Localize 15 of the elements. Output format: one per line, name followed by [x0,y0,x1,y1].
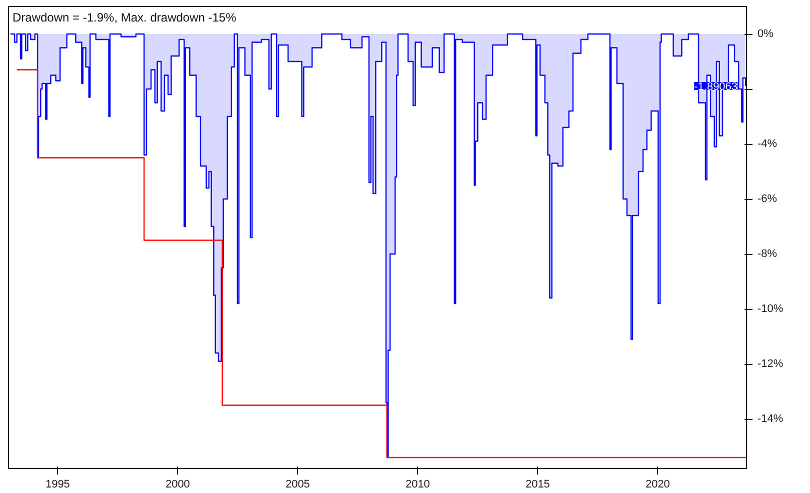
x-tick-label: 2010 [405,478,430,490]
y-tick-label: -6% [758,193,778,205]
y-tick-label: -14% [758,413,784,425]
y-tick-label: -8% [758,248,778,260]
y-tick-label: -12% [758,358,784,370]
x-tick-label: 2015 [525,478,550,490]
x-tick-label: 1995 [45,478,70,490]
y-tick-label: -10% [758,303,784,315]
x-tick-label: 2005 [285,478,310,490]
x-tick-label: 2000 [165,478,190,490]
annotation: -1.89063 [694,80,738,93]
y-tick-label: -4% [758,138,778,150]
chart-title: Drawdown = -1.9%, Max. drawdown -15% [12,10,237,24]
x-tick-label: 2020 [645,478,670,490]
y-tick-label: 0% [758,28,774,40]
